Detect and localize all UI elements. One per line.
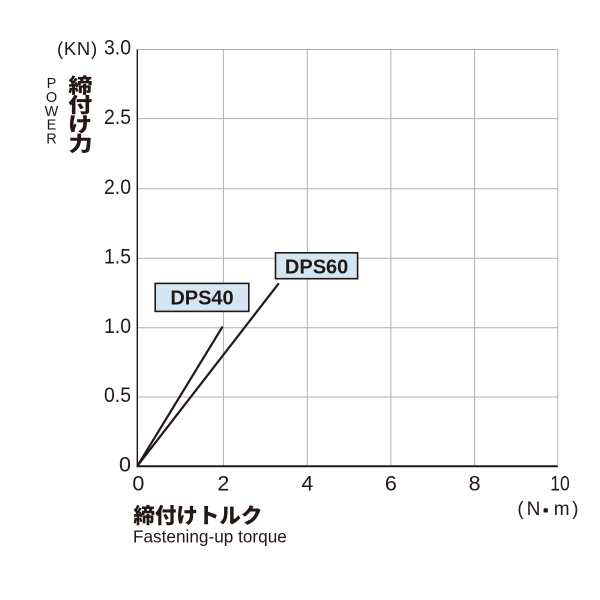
svg-text:P: P (47, 76, 57, 92)
svg-text:E: E (47, 118, 57, 134)
svg-text:1.0: 1.0 (104, 314, 131, 338)
svg-text:0.5: 0.5 (104, 383, 131, 407)
svg-text:W: W (45, 104, 59, 120)
svg-text:6: 6 (385, 472, 397, 496)
svg-text:DPS40: DPS40 (170, 287, 233, 309)
svg-text:R: R (46, 132, 56, 148)
svg-text:0: 0 (119, 452, 131, 476)
svg-text:8: 8 (469, 472, 481, 496)
svg-text:2.5: 2.5 (104, 105, 131, 129)
svg-text:0: 0 (132, 472, 144, 496)
svg-text:m): m) (554, 499, 581, 520)
svg-text:(KN): (KN) (57, 38, 98, 59)
svg-text:3.0: 3.0 (104, 36, 131, 60)
svg-text:10: 10 (550, 472, 570, 496)
svg-text:(N: (N (517, 499, 543, 520)
svg-text:Fastening-up torque: Fastening-up torque (133, 527, 287, 547)
svg-text:DPS60: DPS60 (285, 257, 348, 279)
svg-text:1.5: 1.5 (104, 245, 131, 269)
svg-text:O: O (46, 90, 57, 106)
svg-text:2.0: 2.0 (104, 175, 131, 199)
svg-text:2: 2 (217, 472, 229, 496)
svg-text:4: 4 (301, 472, 313, 496)
